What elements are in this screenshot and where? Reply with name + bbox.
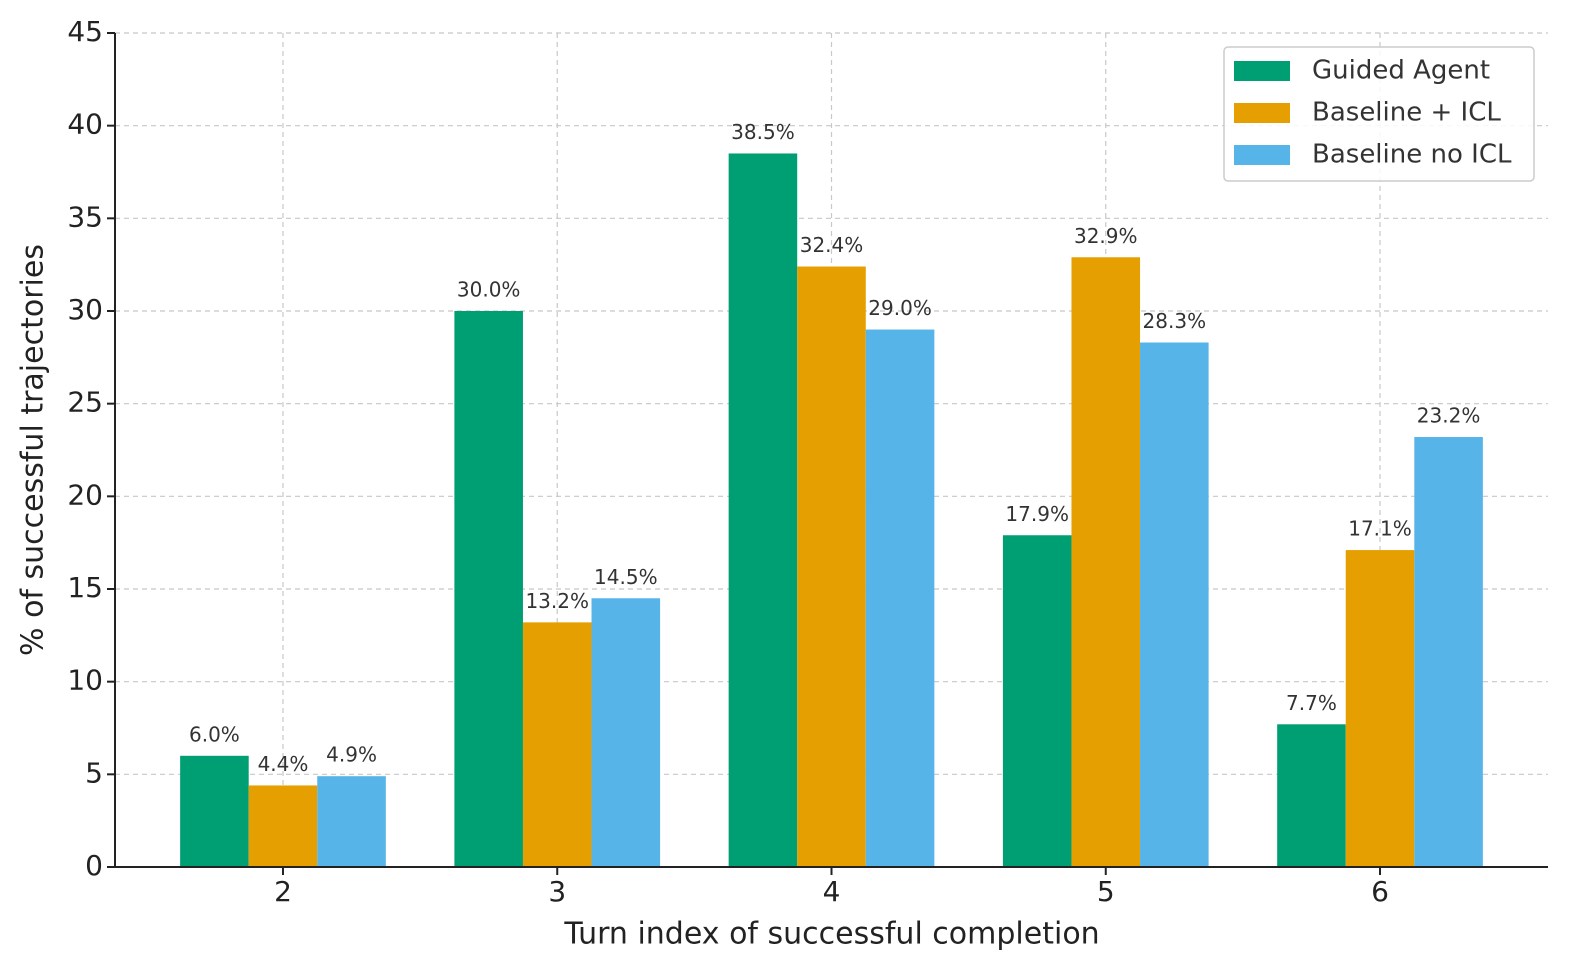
value-label: 29.0% bbox=[868, 296, 932, 320]
legend-swatch bbox=[1234, 145, 1290, 165]
bar bbox=[1071, 257, 1141, 868]
bar bbox=[865, 329, 935, 867]
y-tick-label: 0 bbox=[85, 849, 103, 882]
bar bbox=[591, 598, 661, 867]
value-label: 14.5% bbox=[594, 565, 658, 589]
y-tick-label: 20 bbox=[67, 478, 103, 511]
value-label: 28.3% bbox=[1143, 309, 1207, 333]
bar bbox=[728, 153, 798, 867]
value-label: 7.7% bbox=[1286, 691, 1337, 715]
value-label: 17.9% bbox=[1005, 502, 1069, 526]
bar bbox=[1277, 724, 1346, 867]
legend-swatch bbox=[1234, 103, 1290, 123]
value-label: 30.0% bbox=[457, 278, 521, 302]
value-label: 32.9% bbox=[1074, 224, 1138, 248]
x-axis-label: Turn index of successful completion bbox=[563, 917, 1099, 952]
value-label: 4.9% bbox=[326, 743, 377, 767]
bar bbox=[522, 622, 592, 867]
x-tick-label: 5 bbox=[1097, 875, 1115, 908]
bar bbox=[248, 785, 318, 867]
legend-swatch bbox=[1234, 61, 1290, 81]
y-tick-label: 10 bbox=[67, 664, 103, 697]
value-label: 23.2% bbox=[1417, 404, 1481, 428]
legend-label: Baseline no ICL bbox=[1312, 140, 1512, 170]
x-tick-label: 3 bbox=[548, 875, 566, 908]
y-tick-label: 30 bbox=[67, 293, 103, 326]
y-axis-label: % of successful trajectories bbox=[16, 244, 51, 656]
legend-box bbox=[1223, 46, 1535, 182]
value-label: 13.2% bbox=[525, 589, 589, 613]
x-tick-label: 6 bbox=[1371, 875, 1389, 908]
value-label: 6.0% bbox=[189, 722, 240, 746]
bar bbox=[797, 266, 866, 867]
bar bbox=[317, 776, 386, 867]
y-tick-label: 45 bbox=[67, 15, 103, 48]
bar bbox=[1140, 342, 1209, 867]
value-label: 4.4% bbox=[258, 752, 309, 776]
y-tick-label: 35 bbox=[67, 200, 103, 233]
y-tick-label: 25 bbox=[67, 386, 103, 419]
x-tick-label: 4 bbox=[823, 875, 841, 908]
y-tick-label: 15 bbox=[67, 571, 103, 604]
legend-label: Baseline + ICL bbox=[1312, 98, 1501, 128]
value-label: 38.5% bbox=[731, 120, 795, 144]
bar bbox=[180, 755, 249, 867]
x-tick-label: 2 bbox=[274, 875, 292, 908]
bar bbox=[1345, 550, 1415, 867]
value-label: 32.4% bbox=[800, 233, 864, 257]
bar bbox=[454, 311, 523, 867]
y-tick-label: 40 bbox=[67, 108, 103, 141]
bar bbox=[1414, 437, 1483, 867]
bar bbox=[1002, 535, 1072, 867]
y-tick-label: 5 bbox=[85, 756, 103, 789]
legend-label: Guided Agent bbox=[1312, 56, 1490, 86]
value-label: 17.1% bbox=[1348, 517, 1412, 541]
